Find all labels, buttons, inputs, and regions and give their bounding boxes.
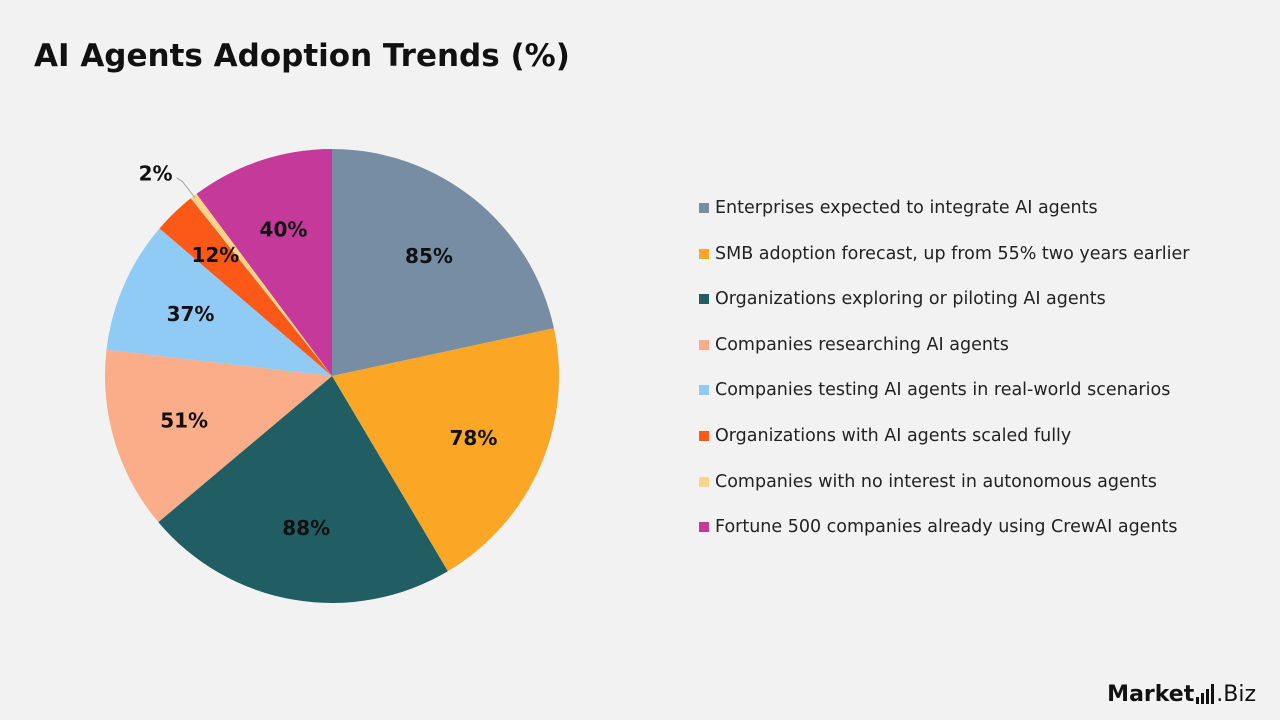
legend-label: Companies testing AI agents in real-worl…: [715, 380, 1171, 401]
legend-item: Enterprises expected to integrate AI age…: [699, 195, 1189, 241]
pie-slice-fortune-500-companies-already-using-crewai-agents: [196, 149, 332, 376]
data-label-organizations-with-ai-agents-scaled-fully: 12%: [191, 243, 239, 267]
legend-item: Organizations with AI agents scaled full…: [699, 423, 1189, 469]
pie-slice-companies-testing-ai-agents-in-real-world-scenarios: [106, 228, 332, 376]
legend-swatch: [699, 294, 709, 305]
legend-swatch: [699, 203, 709, 213]
brand-logo: Market .Biz: [1107, 684, 1256, 706]
data-label-organizations-exploring-or-piloting-ai-agents: 88%: [282, 516, 330, 540]
legend-label: SMB adoption forecast, up from 55% two y…: [715, 243, 1190, 264]
pie-slice-labels: 85% 78% 88% 51% 37% 12% 2% 40%: [139, 162, 498, 541]
data-label-companies-researching-ai-agents: 51%: [160, 408, 208, 432]
brand-name-main: Market: [1107, 682, 1195, 707]
pie-slice-enterprises-expected-to-integrate-ai-agents: [332, 149, 554, 376]
brand-name-suffix: .Biz: [1216, 682, 1256, 707]
legend-swatch: [699, 522, 709, 533]
legend-item: Companies with no interest in autonomous…: [699, 469, 1189, 515]
pie-slice-smb-adoption-forecast-up-from-55-two-years-earlier: [332, 328, 559, 572]
pie-slice-organizations-exploring-or-piloting-ai-agents: [158, 376, 448, 603]
legend-label: Organizations exploring or piloting AI a…: [715, 289, 1106, 310]
chart-title: AI Agents Adoption Trends (%): [34, 38, 570, 74]
legend-label: Companies researching AI agents: [715, 334, 1009, 355]
data-label-enterprises-expected-to-integrate-ai-agents: 85%: [405, 244, 453, 268]
legend: Enterprises expected to integrate AI age…: [699, 195, 1189, 560]
legend-item: Organizations exploring or piloting AI a…: [699, 286, 1189, 332]
legend-label: Fortune 500 companies already using Crew…: [715, 517, 1178, 538]
brand-bars-icon: [1196, 682, 1215, 704]
legend-swatch: [699, 430, 709, 441]
legend-label: Enterprises expected to integrate AI age…: [715, 198, 1098, 218]
legend-item: Companies researching AI agents: [699, 332, 1189, 378]
legend-item: Companies testing AI agents in real-worl…: [699, 377, 1189, 423]
legend-item: Fortune 500 companies already using Crew…: [699, 514, 1189, 560]
legend-swatch: [699, 476, 709, 487]
data-label-fortune-500-companies-already-using-crewai-agents: 40%: [260, 217, 308, 241]
data-label-companies-testing-ai-agents-in-real-world-scenarios: 37%: [167, 302, 215, 326]
leader-line-companies-with-no-interest-in-autonomous-agents: [176, 177, 196, 199]
pie-slice-companies-with-no-interest-in-autonomous-agents: [190, 193, 332, 376]
legend-swatch: [699, 248, 709, 259]
pie-slice-companies-researching-ai-agents: [105, 349, 333, 523]
data-label-smb-adoption-forecast-up-from-55-two-years-earlier: 78%: [450, 426, 498, 450]
pie-slices: [105, 149, 559, 603]
legend-swatch: [699, 339, 709, 350]
pie-slice-organizations-with-ai-agents-scaled-fully: [159, 198, 332, 376]
data-label-companies-with-no-interest-in-autonomous-agents: 2%: [139, 162, 173, 186]
legend-swatch: [699, 385, 709, 396]
legend-label: Organizations with AI agents scaled full…: [715, 425, 1072, 446]
legend-label: Companies with no interest in autonomous…: [715, 471, 1157, 492]
legend-item: SMB adoption forecast, up from 55% two y…: [699, 241, 1189, 287]
